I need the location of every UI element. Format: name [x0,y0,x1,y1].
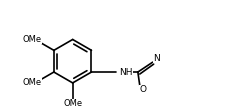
Text: OMe: OMe [23,78,42,87]
Text: N: N [153,54,160,63]
Text: OMe: OMe [63,99,82,108]
Text: O: O [139,85,146,94]
Text: OMe: OMe [23,35,42,44]
Text: NH: NH [119,68,133,77]
